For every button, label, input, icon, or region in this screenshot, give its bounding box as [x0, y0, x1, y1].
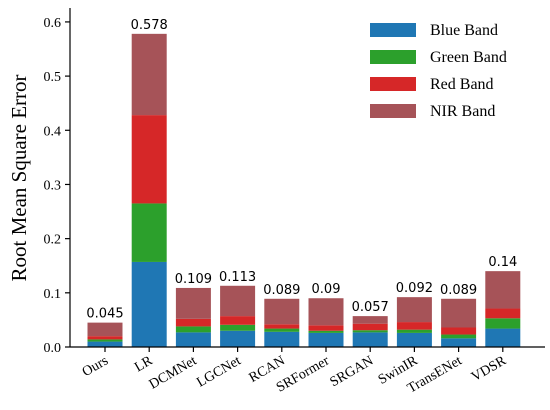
bar-segment-blue-band — [485, 328, 521, 347]
y-tick-label: 0.1 — [44, 287, 62, 302]
bar-segment-nir-band — [308, 298, 344, 326]
bar-segment-green-band — [485, 318, 521, 329]
bar-segment-blue-band — [264, 331, 300, 347]
bar-segment-blue-band — [131, 261, 167, 347]
bar-total-label: 0.113 — [219, 270, 256, 285]
category-label: SRGAN — [328, 353, 377, 390]
bar-segment-nir-band — [396, 297, 432, 323]
bar-segment-green-band — [396, 329, 432, 333]
bar-total-label: 0.092 — [396, 281, 433, 296]
bar-segment-nir-band — [352, 316, 388, 324]
bar-segment-red-band — [485, 308, 521, 319]
legend-label: Green Band — [430, 49, 507, 66]
category-label: VDSR — [469, 353, 509, 385]
bar-segment-blue-band — [87, 341, 123, 347]
bar-total-label: 0.578 — [131, 18, 168, 33]
bar-segment-blue-band — [220, 330, 256, 347]
legend: Blue Band Green Band Red Band NIR Band — [370, 22, 507, 120]
bar-total-label: 0.089 — [263, 283, 300, 298]
legend-label: Red Band — [430, 76, 494, 93]
bar-segment-nir-band — [220, 285, 256, 317]
bar-segment-red-band — [264, 324, 300, 329]
category-label: Ours — [80, 353, 111, 380]
bar-segment-red-band — [308, 325, 344, 331]
bar-segment-blue-band — [352, 332, 388, 347]
bar-segment-green-band — [175, 326, 211, 333]
bar-segment-blue-band — [396, 332, 432, 347]
bar-segment-nir-band — [485, 271, 521, 309]
legend-swatch — [370, 104, 416, 118]
bar-segment-green-band — [131, 203, 167, 262]
legend-swatch — [370, 77, 416, 91]
data-labels: 0.045 0.578 0.109 0.113 0.089 0.09 0.057 0.092 0… — [86, 18, 517, 322]
legend-swatch — [370, 50, 416, 64]
bar-segment-green-band — [441, 334, 477, 339]
bar-segment-blue-band — [175, 332, 211, 347]
bar-segment-red-band — [441, 327, 477, 335]
y-tick-label: 0.0 — [44, 341, 62, 356]
bar-total-label: 0.045 — [86, 307, 123, 322]
bar-total-label: 0.09 — [312, 282, 341, 297]
bar-segment-blue-band — [308, 332, 344, 347]
legend-label: Blue Band — [430, 22, 498, 39]
category-label: LGCNet — [194, 353, 243, 390]
bar-segment-red-band — [396, 322, 432, 330]
bar-total-label: 0.14 — [488, 255, 517, 270]
y-tick-label: 0.6 — [44, 16, 62, 31]
bar-segment-green-band — [308, 330, 344, 333]
bar-segment-red-band — [131, 115, 167, 204]
y-tick-label: 0.4 — [44, 124, 62, 139]
bar-segment-blue-band — [441, 338, 477, 347]
bar-total-label: 0.057 — [352, 300, 389, 315]
bar-segment-green-band — [220, 324, 256, 331]
bar-segment-red-band — [175, 318, 211, 327]
bar-segment-nir-band — [441, 298, 477, 328]
bar-segment-nir-band — [87, 322, 123, 337]
y-tick-label: 0.3 — [44, 178, 62, 193]
legend-swatch — [370, 23, 416, 37]
y-tick-label: 0.2 — [44, 233, 62, 248]
bar-segment-green-band — [87, 339, 123, 342]
y-axis-title: Root Mean Square Error — [7, 74, 31, 281]
y-ticks: 0.0 0.1 0.2 0.3 0.4 0.5 0.6 — [44, 16, 70, 356]
bars-layer — [87, 33, 521, 347]
bar-segment-nir-band — [175, 287, 211, 319]
bar-segment-green-band — [352, 330, 388, 333]
bar-segment-red-band — [352, 323, 388, 331]
bar-segment-nir-band — [131, 33, 167, 116]
legend-label: NIR Band — [430, 103, 495, 120]
bar-segment-red-band — [220, 316, 256, 325]
bar-segment-red-band — [87, 336, 123, 340]
bar-segment-nir-band — [264, 298, 300, 325]
bar-segment-green-band — [264, 328, 300, 332]
category-label: LR — [132, 353, 156, 375]
bar-total-label: 0.089 — [440, 283, 477, 298]
category-label: DCMNet — [147, 353, 200, 392]
y-tick-label: 0.5 — [44, 70, 62, 85]
bar-total-label: 0.109 — [175, 272, 212, 287]
